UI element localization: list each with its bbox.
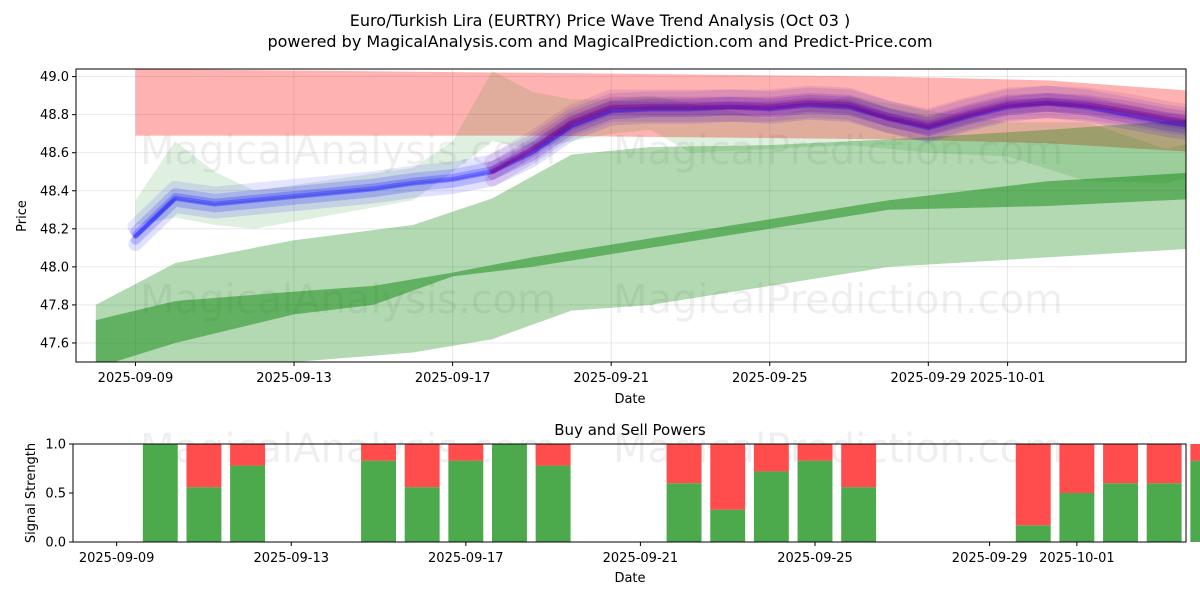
sell-bar-2025-09-30 (1016, 444, 1051, 525)
sell-bar-2025-10-04 (1190, 444, 1200, 461)
bottom-chart-y-axis-label: Signal Strength (24, 443, 39, 543)
buy-bar-2025-09-25 (798, 461, 833, 542)
top-x-tick-label: 2025-10-01 (970, 371, 1046, 386)
chart-title: Euro/Turkish Lira (EURTRY) Price Wave Tr… (350, 11, 850, 30)
buy-bar-2025-09-15 (361, 461, 396, 542)
buy-bar-2025-09-18 (492, 444, 527, 542)
buy-bar-2025-10-04 (1190, 461, 1200, 542)
buy-bar-2025-09-11 (186, 487, 221, 542)
top-x-tick-label: 2025-09-25 (732, 371, 808, 386)
bottom-x-tick-label: 2025-09-09 (79, 551, 155, 566)
sell-bar-2025-10-01 (1059, 444, 1094, 493)
bottom-x-tick-label: 2025-09-13 (253, 551, 329, 566)
buy-bar-2025-09-24 (754, 471, 789, 542)
top-chart-y-axis-label: Price (15, 200, 30, 232)
chart-subtitle: powered by MagicalAnalysis.com and Magic… (267, 32, 932, 51)
top-y-tick-label: 48.2 (40, 222, 69, 237)
top-x-tick-label: 2025-09-21 (573, 371, 649, 386)
top-y-tick-label: 48.4 (40, 184, 69, 199)
bottom-x-tick-label: 2025-09-25 (777, 551, 853, 566)
sell-bar-2025-10-02 (1103, 444, 1138, 483)
sell-bar-2025-09-16 (405, 444, 440, 487)
buy-bar-2025-09-26 (841, 487, 876, 542)
buy-bar-2025-09-16 (405, 487, 440, 542)
sell-bar-2025-09-22 (667, 444, 702, 483)
top-y-tick-label: 48.6 (40, 146, 69, 161)
bottom-x-tick-label: 2025-09-21 (603, 551, 679, 566)
top-y-tick-label: 47.8 (40, 298, 69, 313)
sell-bar-2025-09-26 (841, 444, 876, 487)
sell-bar-2025-09-23 (710, 444, 745, 510)
top-x-tick-label: 2025-09-13 (256, 371, 332, 386)
sell-bar-2025-09-19 (536, 444, 571, 466)
bottom-chart-x-axis-label: Date (614, 571, 645, 586)
sell-bar-2025-09-17 (448, 444, 483, 461)
buy-bar-2025-09-12 (230, 466, 265, 542)
top-y-tick-label: 49.0 (40, 70, 69, 85)
buy-bar-2025-09-23 (710, 510, 745, 542)
sell-bar-2025-09-25 (798, 444, 833, 461)
top-y-tick-label: 47.6 (40, 336, 69, 351)
bottom-y-tick-label: 1.0 (45, 438, 66, 453)
sell-bar-2025-09-15 (361, 444, 396, 461)
buy-bar-2025-10-03 (1147, 483, 1182, 542)
sell-bar-2025-10-03 (1147, 444, 1182, 483)
top-y-tick-label: 48.8 (40, 108, 69, 123)
top-x-tick-label: 2025-09-17 (415, 371, 491, 386)
bottom-y-tick-label: 0.5 (45, 487, 66, 502)
buy-bar-2025-09-19 (536, 466, 571, 542)
bottom-x-tick-label: 2025-10-01 (1039, 551, 1115, 566)
bottom-y-tick-label: 0.0 (45, 536, 66, 551)
top-x-tick-label: 2025-09-29 (891, 371, 967, 386)
buy-bar-2025-09-30 (1016, 525, 1051, 542)
sell-bar-2025-09-24 (754, 444, 789, 471)
top-y-tick-label: 48.0 (40, 260, 69, 275)
buy-bar-2025-09-10 (143, 444, 178, 542)
buy-bar-2025-10-01 (1059, 493, 1094, 542)
top-chart-x-axis-label: Date (614, 392, 645, 407)
top-x-tick-label: 2025-09-09 (98, 371, 174, 386)
bottom-x-tick-label: 2025-09-17 (428, 551, 504, 566)
buy-bar-2025-10-02 (1103, 483, 1138, 542)
buy-bar-2025-09-22 (667, 483, 702, 542)
sell-bar-2025-09-12 (230, 444, 265, 466)
sell-bar-2025-09-11 (186, 444, 221, 487)
bottom-x-tick-label: 2025-09-29 (952, 551, 1028, 566)
buy-bar-2025-09-17 (448, 461, 483, 542)
